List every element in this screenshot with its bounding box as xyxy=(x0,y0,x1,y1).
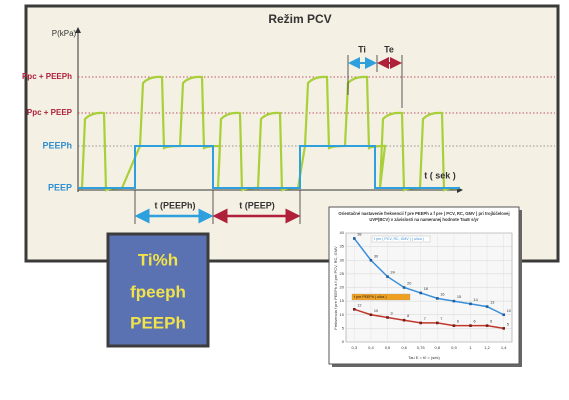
data-label: 6 xyxy=(474,320,476,324)
x-axis-label: t ( sek ) xyxy=(424,170,456,180)
data-label: 8 xyxy=(407,314,409,318)
y-tick-label: 25 xyxy=(340,271,345,276)
point xyxy=(452,299,456,303)
y-tick-label: 0 xyxy=(342,339,345,344)
data-label: 6 xyxy=(457,320,459,324)
parameter: Ti%h xyxy=(138,250,178,269)
data-label: 7 xyxy=(440,317,442,321)
x-tick-label: 0,5 xyxy=(385,345,391,350)
point xyxy=(469,302,472,306)
x-tick-label: 0,75 xyxy=(417,345,426,350)
legend-label: f pre PEEPh ( ulica ) xyxy=(354,295,387,299)
level-label: PEEPh xyxy=(42,140,72,150)
point xyxy=(369,258,373,262)
point xyxy=(369,313,373,317)
point xyxy=(485,324,489,327)
data-label: 12 xyxy=(357,303,361,307)
point xyxy=(469,324,472,327)
inset-x-label: Tau E = t0 = (sek) xyxy=(408,355,440,360)
data-label: 38 xyxy=(357,232,361,236)
data-label: 30 xyxy=(374,254,378,258)
legend-label: f pre ( PCV, RC, GMV ) ( ulica ) xyxy=(374,237,424,241)
x-tick-label: 0,8 xyxy=(435,345,441,350)
y-axis-label: P(kPa) xyxy=(52,29,77,38)
point xyxy=(402,286,406,289)
point xyxy=(436,297,439,300)
point xyxy=(402,318,406,322)
phase-label: t (PEEPh) xyxy=(154,200,195,210)
parameter: fpeeph xyxy=(130,282,186,301)
level-label: PEEP xyxy=(48,182,72,192)
x-tick-label: 1 xyxy=(469,345,472,350)
parameter-box: Ti%h fpeeph PEEPh xyxy=(106,232,210,348)
point xyxy=(353,308,356,311)
data-label: 15 xyxy=(457,295,461,299)
point xyxy=(502,327,505,330)
point xyxy=(419,291,422,295)
x-tick-label: 0,6 xyxy=(401,345,407,350)
x-tick-label: 0,4 xyxy=(368,345,374,350)
data-label: 18 xyxy=(424,287,428,291)
data-label: 10 xyxy=(507,309,511,313)
level-label: Ppc + PEEPh xyxy=(22,72,72,81)
parameter: PEEPh xyxy=(130,313,186,332)
data-label: 6 xyxy=(490,320,492,324)
y-tick-label: 5 xyxy=(342,325,345,330)
data-label: 16 xyxy=(440,292,444,296)
y-tick-label: 35 xyxy=(340,244,345,249)
legend-box xyxy=(351,293,411,301)
pcv-diagram: Režim PCV P(kPa) Ppc + PEEPh Ppc + PEEP … xyxy=(22,4,560,263)
inset-y-label: Frekvencia f pre PEEPh a f pre PCV, RC, … xyxy=(333,246,338,330)
point xyxy=(452,324,456,327)
inset-title: Orientačné nastavenie frekvencií f pre P… xyxy=(338,211,509,216)
data-label: 24 xyxy=(391,271,395,275)
data-label: 13 xyxy=(490,301,494,305)
y-tick-label: 20 xyxy=(340,285,345,290)
point xyxy=(386,316,389,319)
point xyxy=(386,275,389,278)
diagram-title: Režim PCV xyxy=(268,12,331,26)
box xyxy=(106,232,210,348)
data-label: 5 xyxy=(507,322,509,326)
pressure-curve xyxy=(78,75,461,192)
data-label: 9 xyxy=(391,311,393,315)
inset-chart: Orientačné nastavenie frekvencií f pre P… xyxy=(328,206,522,367)
x-tick-label: 1,2 xyxy=(484,345,490,350)
y-tick-label: 15 xyxy=(340,298,345,303)
data-label: 10 xyxy=(374,309,378,313)
series-line xyxy=(353,237,505,316)
x-tick-label: 0,9 xyxy=(451,345,457,350)
point xyxy=(502,313,505,317)
x-tick-label: 0,3 xyxy=(352,345,358,350)
point xyxy=(419,321,422,325)
data-label: 20 xyxy=(407,282,411,286)
phase-label: t (PEEP) xyxy=(239,200,275,210)
level-label: Ppc + PEEP xyxy=(27,108,73,117)
point xyxy=(485,305,489,308)
legend-box xyxy=(371,235,431,243)
ti-label: Ti xyxy=(358,44,366,54)
point xyxy=(436,321,439,325)
data-label: 14 xyxy=(474,298,478,302)
y-tick-label: 10 xyxy=(340,312,345,317)
data-label: 7 xyxy=(424,317,426,321)
x-tick-label: 1,4 xyxy=(501,345,507,350)
y-tick-label: 30 xyxy=(340,257,345,262)
inset-title: UVP(BCV) v závislosti na nameranej hodno… xyxy=(369,217,479,222)
series-line xyxy=(354,308,504,330)
peeph-curve xyxy=(78,145,460,189)
te-label: Te xyxy=(384,44,394,54)
point xyxy=(353,237,356,240)
y-tick-label: 40 xyxy=(340,230,345,235)
